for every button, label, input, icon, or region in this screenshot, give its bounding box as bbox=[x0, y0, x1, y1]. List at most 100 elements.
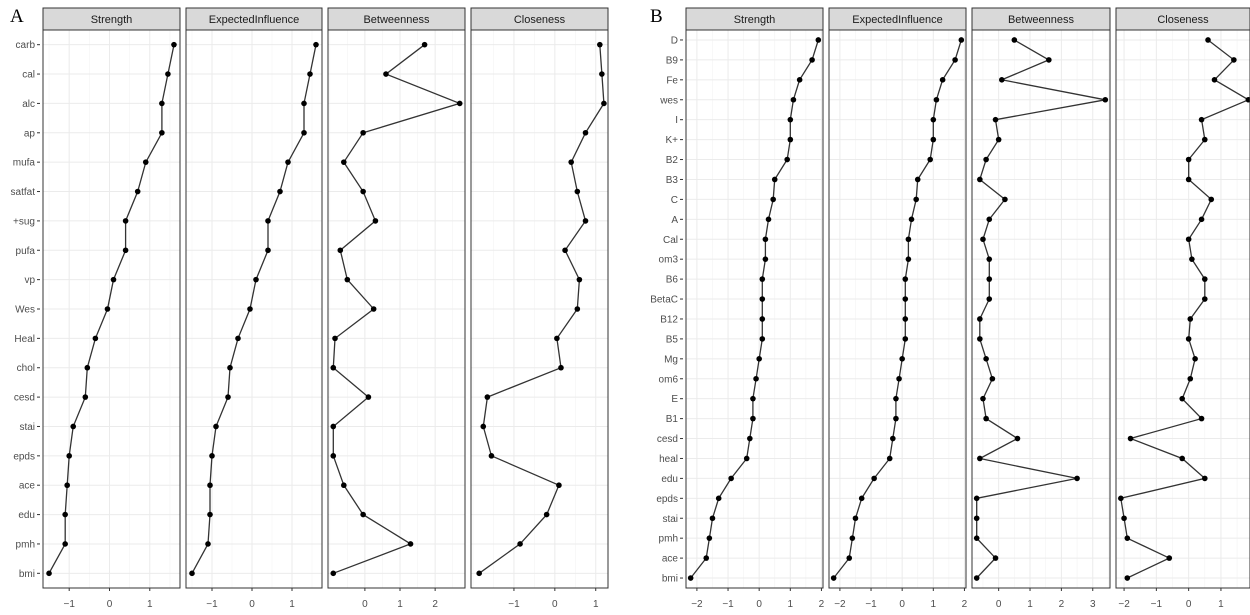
category-label: B12 bbox=[660, 314, 678, 325]
data-point bbox=[574, 188, 581, 195]
data-point bbox=[372, 218, 379, 224]
data-point bbox=[1211, 77, 1218, 83]
data-point bbox=[344, 276, 351, 283]
data-point bbox=[986, 256, 993, 262]
data-point bbox=[958, 37, 965, 43]
facet-border bbox=[185, 29, 323, 589]
x-tick-label: 0 bbox=[1186, 599, 1192, 610]
data-point bbox=[1201, 296, 1208, 302]
data-point bbox=[905, 236, 912, 243]
category-label: A bbox=[671, 215, 678, 226]
category-label: mufa bbox=[13, 158, 36, 169]
x-tick-label: 1 bbox=[1218, 599, 1224, 610]
x-tick-label: 1 bbox=[788, 599, 794, 610]
data-point bbox=[1185, 156, 1192, 163]
panel-label: B bbox=[650, 6, 663, 27]
data-point bbox=[871, 475, 877, 482]
category-label: wes bbox=[659, 95, 678, 106]
data-point bbox=[360, 129, 366, 136]
data-point bbox=[330, 364, 337, 371]
series-line bbox=[976, 39, 1106, 579]
data-point bbox=[360, 188, 366, 195]
data-point bbox=[247, 306, 253, 312]
data-point bbox=[84, 364, 91, 371]
data-point bbox=[370, 306, 377, 312]
data-point bbox=[205, 541, 211, 547]
category-label: Mg bbox=[664, 354, 678, 365]
data-point bbox=[759, 296, 766, 302]
data-point bbox=[1245, 96, 1250, 103]
facet-background bbox=[972, 30, 1110, 588]
data-point bbox=[104, 306, 111, 312]
x-tick-label: −1 bbox=[722, 599, 734, 610]
data-point bbox=[543, 511, 550, 518]
data-point bbox=[759, 276, 766, 282]
data-point bbox=[159, 129, 165, 136]
data-point bbox=[159, 100, 165, 107]
facet-title: ExpectedInfluence bbox=[209, 14, 300, 26]
data-point bbox=[313, 41, 319, 48]
data-point bbox=[762, 256, 769, 262]
data-point bbox=[703, 555, 710, 561]
category-label: om6 bbox=[659, 374, 679, 385]
data-point bbox=[341, 482, 347, 489]
x-tick-label: 0 bbox=[249, 599, 255, 610]
data-point bbox=[558, 364, 564, 371]
data-point bbox=[902, 296, 909, 302]
data-point bbox=[1014, 435, 1021, 442]
x-tick-label: 1 bbox=[931, 599, 937, 610]
data-point bbox=[771, 176, 778, 183]
data-point bbox=[983, 156, 989, 163]
data-point bbox=[122, 218, 129, 224]
data-point bbox=[977, 455, 983, 462]
data-point bbox=[893, 395, 899, 402]
x-tick-label: −2 bbox=[1118, 599, 1130, 610]
data-point bbox=[301, 129, 307, 136]
data-point bbox=[830, 575, 837, 581]
data-point bbox=[1192, 356, 1198, 362]
x-tick-label: 0 bbox=[756, 599, 762, 610]
data-point bbox=[1198, 216, 1205, 223]
data-point bbox=[562, 247, 568, 254]
category-label: Fe bbox=[666, 75, 678, 86]
data-point bbox=[977, 336, 983, 342]
facet-title: ExpectedInfluence bbox=[852, 14, 943, 26]
data-point bbox=[846, 555, 853, 561]
category-label: cal bbox=[22, 70, 35, 81]
data-point bbox=[750, 395, 756, 402]
data-point bbox=[852, 515, 859, 522]
data-point bbox=[796, 77, 803, 83]
category-label: B3 bbox=[666, 175, 679, 186]
data-point bbox=[110, 276, 117, 283]
data-point bbox=[307, 71, 313, 77]
data-point bbox=[930, 116, 937, 123]
category-label: bmi bbox=[662, 574, 678, 585]
data-point bbox=[1198, 116, 1205, 123]
data-point bbox=[601, 100, 607, 107]
data-point bbox=[66, 453, 72, 459]
data-point bbox=[902, 276, 909, 282]
data-point bbox=[902, 336, 909, 342]
data-point bbox=[235, 335, 241, 342]
data-point bbox=[1179, 455, 1185, 462]
data-point bbox=[1201, 276, 1208, 282]
data-point bbox=[301, 100, 307, 107]
data-point bbox=[787, 136, 794, 143]
data-point bbox=[1208, 196, 1215, 203]
data-point bbox=[759, 336, 766, 342]
facet-title: Strength bbox=[91, 14, 133, 26]
data-point bbox=[62, 511, 68, 518]
x-tick-label: 1 bbox=[1027, 599, 1033, 610]
data-point bbox=[1046, 57, 1052, 63]
category-label: B6 bbox=[666, 275, 679, 286]
data-point bbox=[902, 316, 909, 322]
data-point bbox=[1231, 57, 1237, 63]
facet-title: Betweenness bbox=[1008, 14, 1075, 26]
data-point bbox=[893, 415, 899, 422]
data-point bbox=[815, 37, 822, 43]
facet-background bbox=[1116, 30, 1250, 588]
data-point bbox=[421, 41, 428, 48]
data-point bbox=[1124, 535, 1131, 541]
data-point bbox=[1011, 37, 1018, 43]
category-label: epds bbox=[13, 451, 35, 462]
